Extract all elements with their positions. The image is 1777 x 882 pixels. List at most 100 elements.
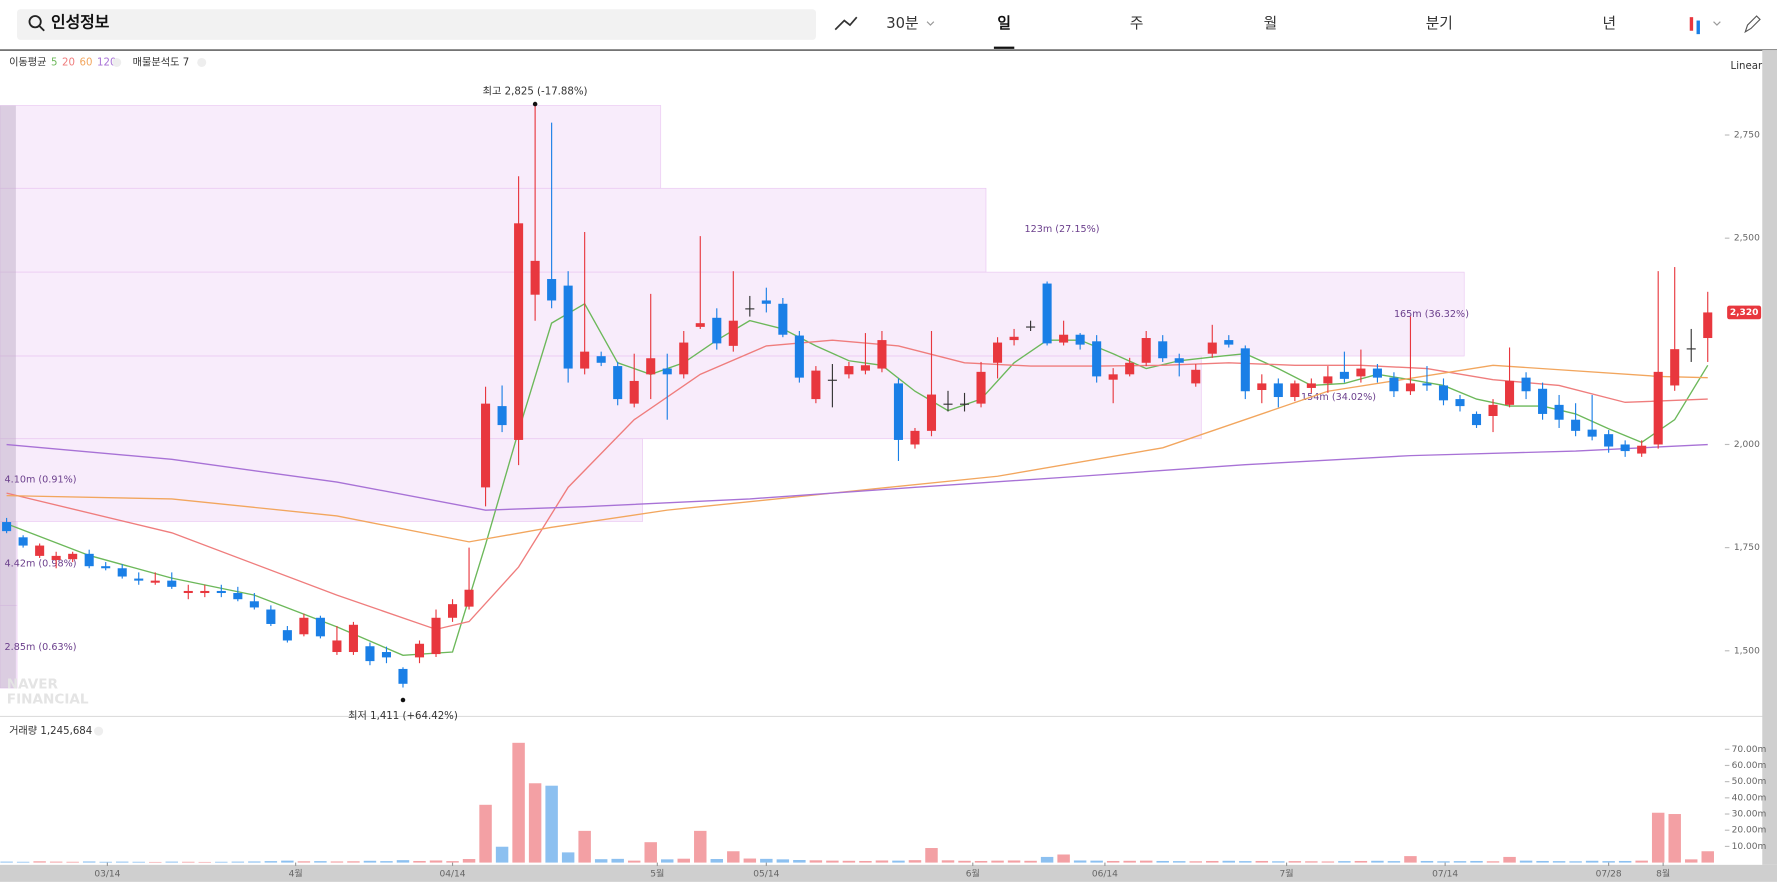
candle-body — [1125, 362, 1135, 375]
candle-body — [249, 601, 259, 608]
volume-bar — [495, 846, 509, 863]
profile-legend: 매물분석도 7 — [133, 56, 190, 68]
right-frame — [1762, 50, 1777, 865]
volume-bar — [347, 861, 360, 863]
volume-bar — [231, 861, 245, 863]
volume-bar — [528, 783, 542, 863]
high-marker — [532, 101, 538, 107]
volume-bar — [760, 858, 773, 863]
candle-body — [646, 358, 656, 375]
candle-body — [1306, 383, 1316, 388]
candle-body — [596, 356, 606, 363]
volume-bar — [594, 859, 608, 863]
chart-type-icon[interactable] — [1689, 17, 1694, 31]
volume-bar — [1239, 861, 1252, 863]
volume-bar — [1486, 861, 1500, 863]
volume-bar — [512, 742, 525, 863]
candle-body — [1009, 336, 1019, 341]
y-tick-label: 2,000 — [1734, 440, 1760, 450]
scale-select[interactable]: Linear — [1731, 61, 1763, 72]
interval-select[interactable]: 30분 — [886, 15, 918, 32]
edit-icon[interactable] — [1744, 15, 1761, 34]
tab[interactable]: 월 — [1264, 15, 1278, 32]
tab[interactable]: 분기 — [1426, 15, 1453, 32]
candle-body — [282, 630, 292, 641]
volume-bar — [1635, 860, 1648, 863]
candle-body — [1438, 385, 1449, 401]
volume-bar — [1354, 860, 1368, 863]
candle-body — [1571, 419, 1581, 431]
search-box[interactable] — [16, 9, 816, 40]
volume-bar — [611, 858, 624, 863]
volume-tick-label: 50.00m — [1732, 777, 1767, 787]
candle-body — [1637, 445, 1647, 454]
close-icon[interactable] — [197, 57, 207, 68]
volume-bar — [842, 860, 856, 863]
volume-bar — [1371, 860, 1384, 863]
volume-bar — [82, 861, 96, 863]
x-tick-label: 06/14 — [1092, 869, 1118, 879]
plot: 1,500 1,750 2,000 2,500 2,750 10.00m 20.00m 30.… — [0, 104, 1767, 879]
candle-body — [910, 430, 920, 445]
volume-bar — [809, 860, 823, 863]
profile-strip — [0, 105, 16, 689]
profile-box — [0, 355, 1202, 440]
profile-label: 4.42m (0.98%) — [5, 558, 77, 569]
candle-body — [811, 370, 821, 400]
candle-body — [18, 537, 28, 546]
candle-body — [547, 279, 557, 301]
x-tick-label: 6월 — [966, 867, 980, 879]
profile-box — [0, 604, 18, 689]
candle-body — [497, 406, 507, 426]
profile-label: 2.85m (0.63%) — [5, 642, 77, 653]
volume-bar — [1618, 860, 1632, 863]
x-axis-strip — [0, 864, 1777, 882]
volume-bar — [297, 861, 311, 863]
candle-body — [167, 580, 177, 587]
tab[interactable]: 일 — [997, 15, 1011, 32]
draw-tool-icon[interactable] — [834, 16, 858, 31]
volume-bar — [1651, 812, 1665, 863]
volume-bar — [1172, 861, 1186, 863]
candle-body — [794, 335, 804, 378]
chart-type-icon[interactable] — [1696, 20, 1700, 35]
candle-body — [530, 260, 540, 295]
volume-bar — [1007, 860, 1021, 863]
candle-body — [315, 617, 325, 637]
tab[interactable]: 주 — [1130, 15, 1144, 32]
candle-body — [1620, 444, 1630, 452]
candle-body — [1108, 374, 1118, 380]
candle-body — [35, 545, 45, 556]
volume-bar — [1189, 861, 1202, 863]
volume-bar — [1552, 861, 1566, 863]
volume-bar — [1305, 861, 1318, 863]
volume-bar — [545, 785, 558, 863]
profile-label: 154m (34.02%) — [1301, 392, 1376, 403]
volume-bar — [1437, 861, 1450, 863]
tab[interactable]: 년 — [1602, 15, 1616, 32]
candle-body — [1505, 380, 1515, 405]
volume-bar — [182, 861, 195, 863]
candle-body — [1471, 413, 1482, 426]
candle-body — [976, 371, 986, 404]
volume-bar — [363, 860, 377, 863]
high-annotation: 최고 2,825 (-17.88%) — [483, 86, 588, 98]
candle-body — [216, 590, 226, 594]
low-annotation: 최저 1,411 (+64.42%) — [348, 710, 458, 722]
candle-body — [778, 303, 788, 335]
search-icon — [28, 15, 42, 29]
ma-legend-item: 120 — [97, 57, 116, 68]
overlay: 최고 2,825 (-17.88%) 최저 1,411 (+64.42%) 2,32… — [348, 86, 1762, 722]
candle-body — [448, 604, 458, 618]
candle-body — [1191, 369, 1201, 384]
close-icon[interactable] — [94, 726, 104, 736]
volume-bar — [1272, 861, 1285, 863]
close-icon[interactable] — [112, 57, 122, 68]
search-icon — [39, 25, 45, 32]
volume-bar — [1073, 860, 1087, 863]
volume-bar — [1602, 861, 1615, 863]
candle-body — [695, 323, 705, 327]
volume-bar — [132, 861, 145, 863]
volume-tick-label: 60.00m — [1732, 761, 1767, 771]
candle-body — [1273, 383, 1283, 398]
